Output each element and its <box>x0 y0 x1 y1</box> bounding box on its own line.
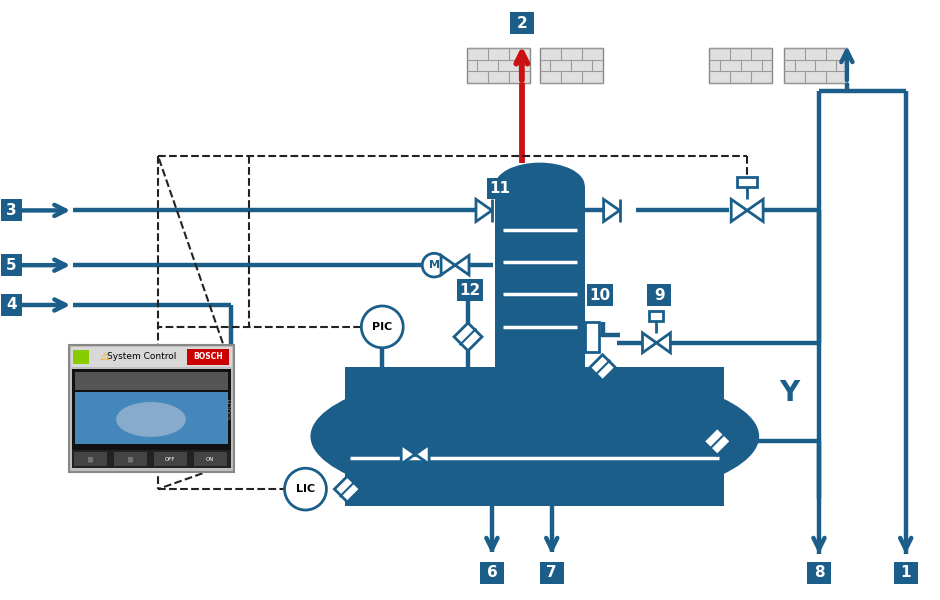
Bar <box>587 284 613 306</box>
Bar <box>73 350 89 364</box>
Polygon shape <box>642 333 656 353</box>
Bar <box>75 371 227 389</box>
Text: M: M <box>429 260 440 270</box>
Bar <box>650 311 664 321</box>
Bar <box>71 347 231 367</box>
Polygon shape <box>747 199 763 221</box>
Bar <box>114 452 147 466</box>
Text: OFF: OFF <box>164 457 175 462</box>
Polygon shape <box>455 256 469 275</box>
Text: PIC: PIC <box>372 322 392 332</box>
Bar <box>457 279 483 301</box>
Text: 6: 6 <box>487 565 497 580</box>
Polygon shape <box>656 333 670 353</box>
Bar <box>648 284 671 306</box>
Bar <box>467 48 530 83</box>
Text: 12: 12 <box>460 283 480 298</box>
Bar <box>695 433 702 439</box>
Bar <box>585 322 599 352</box>
Text: |||: ||| <box>87 457 93 462</box>
Polygon shape <box>441 256 455 275</box>
Bar <box>187 349 228 365</box>
Bar <box>540 562 564 584</box>
Ellipse shape <box>116 402 186 437</box>
Text: BOSCH: BOSCH <box>193 352 223 361</box>
Circle shape <box>285 468 326 510</box>
Bar <box>784 48 847 83</box>
Bar <box>154 452 187 466</box>
Bar <box>509 13 534 34</box>
Text: 7: 7 <box>546 565 557 580</box>
Circle shape <box>361 306 403 348</box>
Text: 2: 2 <box>516 16 527 31</box>
Bar <box>345 367 724 506</box>
Text: System Control: System Control <box>107 352 177 361</box>
Text: |||: ||| <box>127 457 133 462</box>
Bar <box>75 392 227 445</box>
Text: 1: 1 <box>901 565 911 580</box>
Bar <box>72 451 230 468</box>
Bar <box>74 452 107 466</box>
Bar <box>737 178 757 187</box>
Bar <box>710 48 772 83</box>
Bar <box>480 562 504 584</box>
Polygon shape <box>401 445 415 464</box>
Bar <box>194 452 227 466</box>
Polygon shape <box>589 355 616 380</box>
Text: 3: 3 <box>6 203 17 218</box>
Ellipse shape <box>310 367 760 506</box>
Text: 9: 9 <box>654 287 665 302</box>
Text: TOUCH: TOUCH <box>228 397 233 420</box>
Polygon shape <box>335 476 360 502</box>
Bar <box>495 185 585 374</box>
Polygon shape <box>703 427 731 455</box>
Circle shape <box>422 253 446 277</box>
Polygon shape <box>731 199 747 221</box>
Text: 4: 4 <box>6 298 17 313</box>
Text: ⚠: ⚠ <box>99 352 109 362</box>
Ellipse shape <box>495 163 585 208</box>
Polygon shape <box>476 199 492 221</box>
Text: 11: 11 <box>490 181 510 196</box>
Polygon shape <box>603 199 619 221</box>
Polygon shape <box>454 323 482 351</box>
Text: LIC: LIC <box>296 484 315 494</box>
Bar <box>72 368 230 452</box>
Bar <box>0 294 23 316</box>
Bar <box>0 254 23 276</box>
Text: ON: ON <box>206 457 214 462</box>
Text: 10: 10 <box>589 287 610 302</box>
Text: Y: Y <box>779 379 799 407</box>
Bar <box>0 199 23 221</box>
Bar <box>487 178 513 199</box>
Bar <box>894 562 917 584</box>
Bar <box>540 48 603 83</box>
Bar <box>70 345 234 472</box>
Text: 5: 5 <box>6 257 17 272</box>
Text: 8: 8 <box>814 565 824 580</box>
Polygon shape <box>415 445 430 464</box>
Bar <box>807 562 831 584</box>
